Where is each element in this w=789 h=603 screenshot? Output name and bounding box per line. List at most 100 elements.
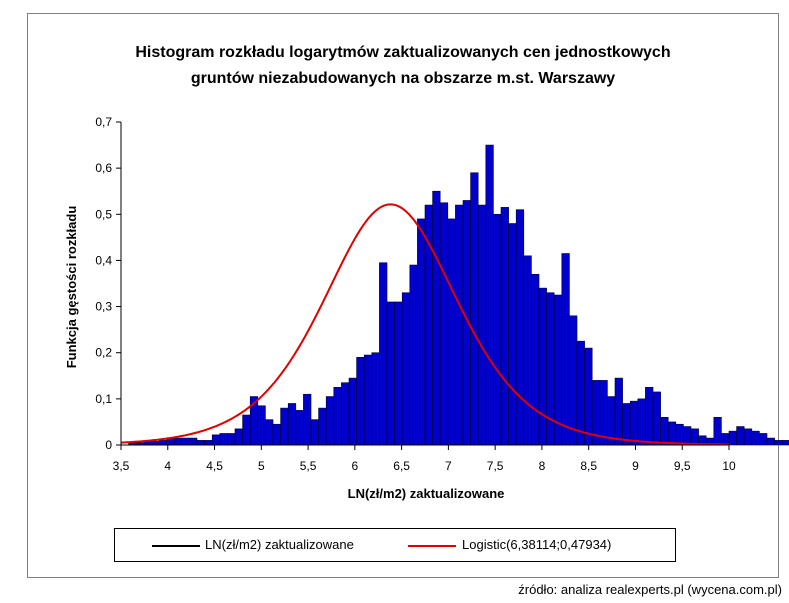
x-tick-label: 6,5: [393, 459, 410, 473]
histogram-bar: [447, 218, 456, 446]
histogram-bar: [660, 417, 669, 446]
histogram-bar: [721, 433, 730, 446]
histogram-bar: [599, 380, 608, 446]
histogram-bar: [683, 426, 692, 446]
histogram-bar: [394, 301, 403, 446]
histogram-bar: [432, 190, 441, 446]
y-tick-label: 0,6: [95, 161, 112, 175]
y-tick-label: 0,4: [95, 253, 112, 267]
histogram-bar: [455, 204, 464, 446]
histogram-bar: [728, 430, 737, 446]
histogram-bar: [219, 433, 228, 446]
histogram-bar: [690, 428, 699, 446]
x-tick-label: 9,5: [674, 459, 691, 473]
chart-title-line-1: Histogram rozkładu logarytmów zaktualizo…: [135, 44, 671, 61]
x-tick-label: 4,5: [206, 459, 223, 473]
histogram-bar: [751, 430, 760, 446]
x-tick-label: 10: [722, 459, 736, 473]
histogram-bar: [189, 437, 198, 446]
histogram-bar: [287, 403, 297, 446]
histogram-bar: [348, 377, 357, 446]
histogram-bar: [295, 410, 304, 446]
histogram-bar: [538, 287, 547, 446]
histogram-bar: [257, 405, 266, 446]
histogram-bar: [280, 407, 289, 446]
histogram-bar: [371, 352, 380, 446]
histogram-bar: [736, 426, 745, 446]
histogram-bar: [310, 419, 319, 446]
histogram-bar: [303, 393, 312, 446]
x-tick-label: 5,5: [300, 459, 317, 473]
histogram-bar: [493, 213, 502, 446]
x-tick-label: 3,5: [113, 459, 130, 473]
x-tick-label: 7,5: [487, 459, 504, 473]
histogram-bar: [652, 391, 661, 446]
histogram-bar: [272, 423, 281, 446]
histogram-bar: [424, 204, 433, 446]
histogram-bar: [667, 421, 677, 446]
histogram-bar: [546, 292, 555, 446]
histogram-bar: [500, 207, 509, 446]
x-tick-label: 7: [445, 459, 452, 473]
histogram-bar: [227, 433, 236, 446]
legend-swatch-histogram: [152, 545, 200, 547]
histogram-bar: [325, 396, 335, 446]
histogram-bar: [470, 172, 479, 446]
histogram-bar: [234, 428, 243, 446]
histogram-bar: [781, 440, 789, 446]
histogram-bar: [675, 423, 684, 446]
y-tick-label: 0,7: [95, 115, 112, 129]
y-tick-label: 0,3: [95, 300, 112, 314]
chart-title-line-2: gruntów niezabudowanych na obszarze m.st…: [190, 70, 616, 87]
x-tick-label: 8,5: [580, 459, 597, 473]
histogram-bar: [439, 202, 449, 446]
histogram-bar: [211, 434, 221, 446]
chart-legend: LN(zł/m2) zaktualizowane Logistic(6,3811…: [114, 528, 676, 562]
histogram-bar: [341, 382, 350, 446]
histogram-bar: [743, 428, 753, 446]
histogram-bar: [158, 440, 167, 446]
x-tick-label: 4: [164, 459, 171, 473]
histogram-bar: [477, 204, 487, 446]
histogram-bar: [766, 437, 775, 446]
x-tick-label: 5: [258, 459, 265, 473]
y-tick-label: 0,1: [95, 392, 112, 406]
histogram-bar: [318, 407, 327, 446]
histogram-bar: [614, 377, 623, 446]
histogram-bar: [531, 273, 540, 446]
histogram-bar: [561, 253, 570, 446]
histogram-bar: [584, 347, 593, 446]
histogram-bar: [401, 292, 411, 446]
histogram-bar: [379, 262, 388, 446]
histogram-bar: [645, 387, 654, 446]
y-axis-label: Funkcja gęstości rozkładu: [64, 206, 79, 369]
histogram-bar: [637, 398, 646, 446]
histogram-bar: [409, 264, 418, 446]
y-tick-label: 0,5: [95, 207, 112, 221]
histogram-bar: [204, 440, 213, 446]
source-note: źródło: analiza realexperts.pl (wycena.c…: [518, 582, 782, 597]
legend-label-histogram: LN(zł/m2) zaktualizowane: [205, 537, 354, 552]
histogram-bar: [713, 417, 722, 446]
histogram-bar: [356, 357, 365, 446]
histogram-bar: [523, 255, 532, 446]
histogram-bar: [242, 414, 251, 446]
histogram-bar: [265, 419, 274, 446]
histogram-bar: [774, 440, 783, 446]
chart-axes: [120, 122, 729, 446]
x-tick-label: 6: [352, 459, 359, 473]
histogram-bar: [508, 223, 517, 446]
histogram-bar: [569, 315, 578, 446]
histogram-bar: [363, 354, 373, 446]
histogram-bar: [333, 387, 342, 446]
x-tick-label: 9: [632, 459, 639, 473]
histogram-bar: [386, 301, 395, 446]
logistic-curve-layer: [120, 203, 730, 446]
histogram-bar: [576, 340, 585, 446]
x-axis-label: LN(zł/m2) zaktualizowane: [348, 486, 505, 501]
histogram-bar: [181, 437, 190, 446]
histogram-bar: [515, 209, 525, 446]
histogram-bar: [759, 433, 768, 446]
legend-label-logistic: Logistic(6,38114;0,47934): [462, 537, 612, 552]
